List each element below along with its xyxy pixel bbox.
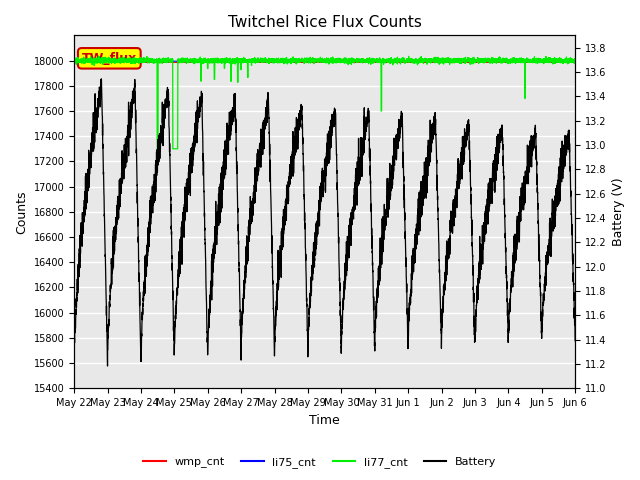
Y-axis label: Counts: Counts [15,190,28,234]
X-axis label: Time: Time [309,414,340,427]
Title: Twitchel Rice Flux Counts: Twitchel Rice Flux Counts [228,15,422,30]
Legend: wmp_cnt, li75_cnt, li77_cnt, Battery: wmp_cnt, li75_cnt, li77_cnt, Battery [139,452,501,472]
Y-axis label: Battery (V): Battery (V) [612,178,625,246]
Text: TW_flux: TW_flux [82,52,137,65]
